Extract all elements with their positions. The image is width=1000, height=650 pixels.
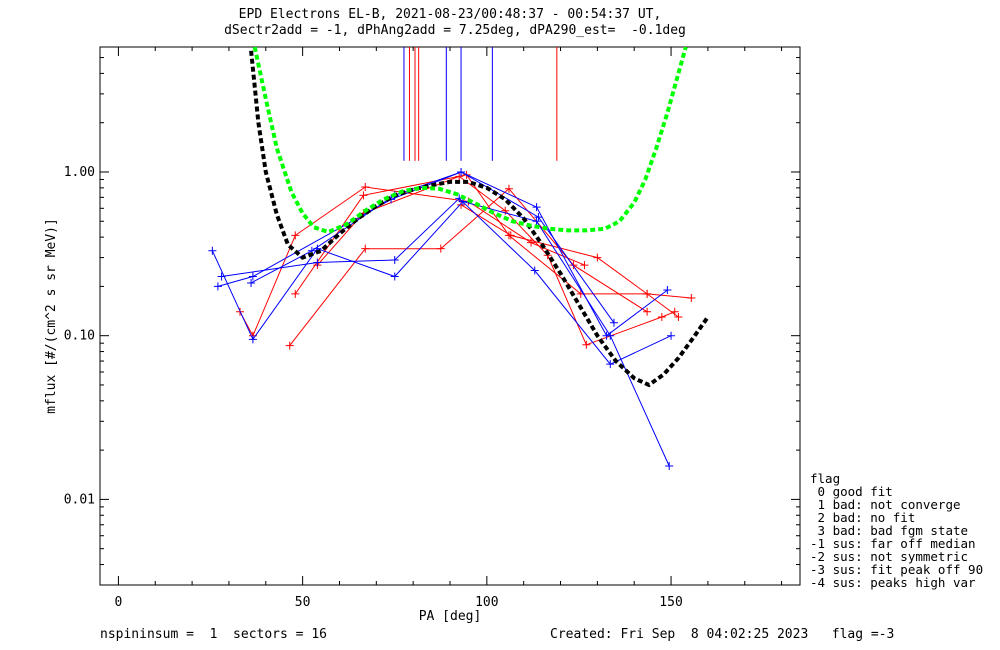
legend-item: -4 sus: peaks high var <box>810 575 976 590</box>
fit-curve-black <box>249 50 710 388</box>
x-tick-label: 150 <box>659 595 682 610</box>
data-point-red <box>687 293 696 302</box>
data-point-red <box>504 184 513 193</box>
data-point-red <box>457 200 466 209</box>
legend-item: 1 bad: not converge <box>810 497 961 512</box>
data-point-red <box>643 289 652 298</box>
data-point-red <box>527 238 536 247</box>
series-line-blue <box>211 200 670 467</box>
x-tick-label: 100 <box>475 595 498 610</box>
legend-item: -2 sus: not symmetric <box>810 549 969 564</box>
data-point-red <box>455 172 464 181</box>
series-line-red <box>289 187 648 346</box>
y-axis-label: mflux [#/(cm^2 s sr MeV)] <box>44 218 59 414</box>
data-point-blue <box>457 167 466 176</box>
data-point-blue <box>248 272 257 281</box>
data-point-red <box>285 341 294 350</box>
data-point-blue <box>248 335 257 344</box>
data-point-red <box>582 340 591 349</box>
data-point-blue <box>665 461 674 470</box>
data-point-blue <box>534 213 543 222</box>
data-point-red <box>291 231 300 240</box>
legend-item: -1 sus: far off median <box>810 536 976 551</box>
series-line-blue <box>221 197 672 365</box>
footer-sectors-info: nspininsum = 1 sectors = 16 <box>100 627 327 642</box>
fit-curve-green <box>252 47 688 235</box>
data-point-blue <box>602 331 611 340</box>
data-point-blue <box>663 286 672 295</box>
data-point-blue <box>667 331 676 340</box>
data-point-red <box>361 182 370 191</box>
footer-created-info: Created: Fri Sep 8 04:02:25 2023 flag =-… <box>550 627 895 642</box>
data-point-red <box>674 313 683 322</box>
legend-header: flag <box>810 471 841 486</box>
flag-legend: flag 0 good fit 1 bad: not converge 2 ba… <box>810 472 983 589</box>
data-point-red <box>569 261 578 270</box>
chart-title-line1: EPD Electrons EL-B, 2021-08-23/00:48:37 … <box>238 7 662 22</box>
data-point-blue <box>213 282 222 291</box>
y-tick-label: 0.10 <box>64 329 95 344</box>
x-tick-label: 0 <box>115 595 123 610</box>
data-point-red <box>361 244 370 253</box>
data-point-blue <box>530 266 539 275</box>
data-point-blue <box>390 255 399 264</box>
data-point-blue <box>313 258 322 267</box>
y-tick-label: 0.01 <box>64 492 95 507</box>
data-point-red <box>593 253 602 262</box>
data-point-blue <box>208 246 217 255</box>
data-point-red <box>436 244 445 253</box>
data-point-blue <box>247 278 256 287</box>
data-point-red <box>359 191 368 200</box>
data-point-red <box>506 231 515 240</box>
legend-item: 2 bad: no fit <box>810 510 916 525</box>
data-point-blue <box>606 360 615 369</box>
data-point-red <box>291 289 300 298</box>
data-point-red <box>643 307 652 316</box>
data-point-blue <box>532 217 541 226</box>
x-tick-label: 50 <box>295 595 311 610</box>
series-line-red <box>317 175 675 346</box>
data-point-blue <box>390 272 399 281</box>
chart-title-line2: dSectr2add = -1, dPhAng2add = 7.25deg, d… <box>224 23 686 38</box>
data-point-blue <box>532 203 541 212</box>
legend-item: -3 sus: fit peak off 90 <box>810 562 984 577</box>
data-point-blue <box>217 272 226 281</box>
x-axis-label: PA [deg] <box>419 609 482 624</box>
data-point-red <box>580 261 589 270</box>
legend-item: 3 bad: bad fgm state <box>810 523 969 538</box>
y-tick-label: 1.00 <box>64 165 95 180</box>
data-point-red <box>657 313 666 322</box>
plot-frame <box>99 46 801 586</box>
series-line-blue <box>217 171 668 337</box>
legend-item: 0 good fit <box>810 484 893 499</box>
data-point-blue <box>609 318 618 327</box>
